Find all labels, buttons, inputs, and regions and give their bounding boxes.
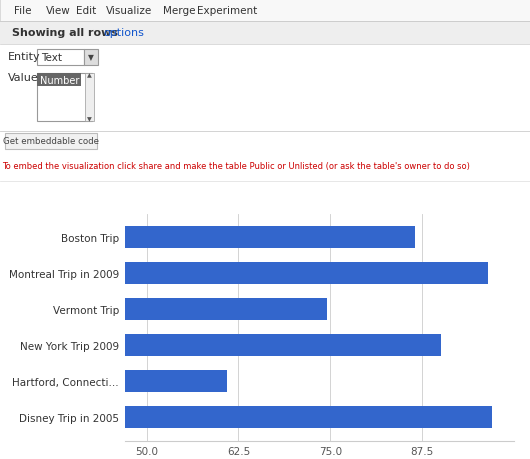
Text: Text: Text (41, 53, 62, 63)
FancyBboxPatch shape (0, 0, 530, 22)
Bar (0, 334, 440, 357)
Text: To embed the visualization click share and make the table Public or Unlisted (or: To embed the visualization click share a… (2, 161, 470, 170)
FancyBboxPatch shape (37, 74, 92, 122)
Text: Experiment: Experiment (197, 6, 257, 16)
Text: ▼: ▼ (87, 117, 92, 122)
FancyBboxPatch shape (5, 134, 97, 150)
Text: Showing all rows: Showing all rows (12, 28, 118, 39)
Text: options: options (103, 28, 144, 39)
FancyBboxPatch shape (37, 74, 81, 87)
Text: ▲: ▲ (87, 73, 92, 78)
Text: Entity: Entity (8, 52, 41, 62)
FancyBboxPatch shape (84, 50, 98, 66)
Bar (0, 226, 415, 249)
Bar (0, 406, 492, 429)
Text: Edit: Edit (76, 6, 96, 16)
Text: Merge: Merge (163, 6, 196, 16)
Text: ▼: ▼ (88, 53, 94, 62)
FancyBboxPatch shape (85, 74, 94, 122)
FancyBboxPatch shape (0, 22, 530, 45)
Text: File: File (14, 6, 31, 16)
FancyBboxPatch shape (37, 50, 84, 66)
Text: Visualize: Visualize (106, 6, 152, 16)
Text: Value: Value (8, 73, 39, 83)
Bar (0, 262, 488, 285)
Text: View: View (46, 6, 70, 16)
Text: Number: Number (40, 75, 80, 85)
Text: Get embeddable code: Get embeddable code (3, 137, 99, 146)
Bar (0, 298, 326, 320)
Bar (0, 370, 227, 392)
